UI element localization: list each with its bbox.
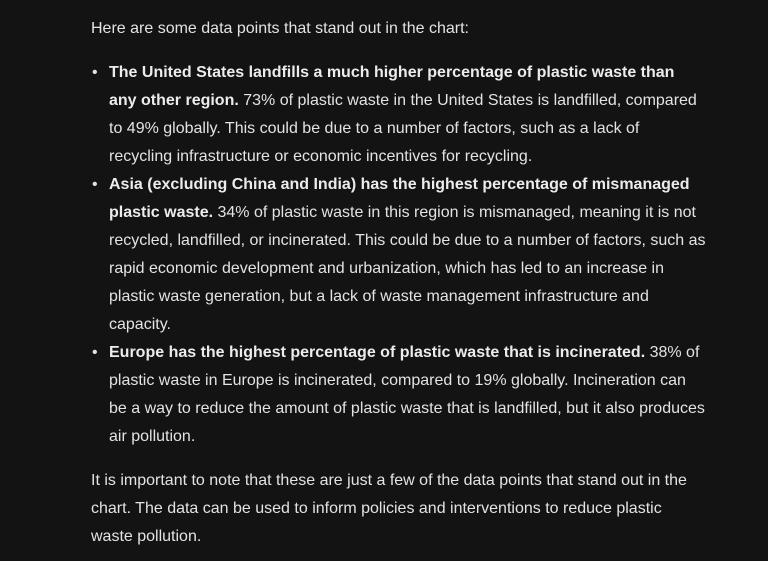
conclusion-paragraph: It is important to note that these are j… — [91, 472, 687, 545]
list-item: • The United States landfills a much high… — [92, 59, 706, 171]
list-item-text: 34% of plastic waste in this region is m… — [109, 204, 706, 333]
response-body: Here are some data points that stand out… — [91, 15, 706, 551]
list-item-heading: The United States landfills a much highe… — [109, 64, 675, 109]
data-points-list: • The United States landfills a much high… — [91, 59, 706, 451]
intro-paragraph: Here are some data points that stand out… — [91, 20, 469, 37]
bullet-icon: • — [92, 344, 98, 361]
list-item-text: 73% of plastic waste in the United State… — [109, 92, 697, 165]
list-item-heading: Europe has the highest percentage of pla… — [109, 344, 646, 361]
list-item-heading: Asia (excluding China and India) has the… — [109, 176, 690, 221]
bullet-icon: • — [92, 176, 98, 193]
list-item: • Europe has the highest percentage of pl… — [92, 339, 706, 451]
bullet-icon: • — [92, 64, 98, 81]
list-item: • Asia (excluding China and India) has th… — [92, 171, 706, 339]
list-item-text: 38% of plastic waste in Europe is incine… — [109, 344, 705, 445]
